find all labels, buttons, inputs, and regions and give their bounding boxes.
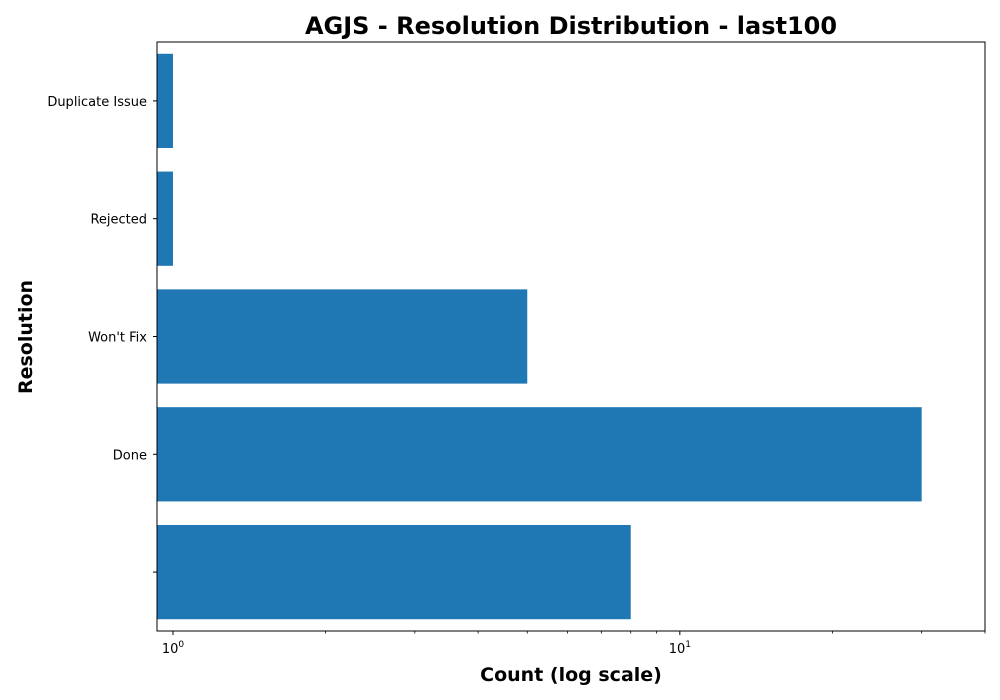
y-tick-label-4: Duplicate Issue	[47, 95, 147, 110]
bar-2	[157, 289, 528, 384]
bar-1	[157, 407, 922, 502]
y-tick-label-1: Done	[113, 448, 147, 463]
bar-0	[157, 524, 631, 620]
bar-4	[157, 53, 173, 149]
chart-title: AGJS - Resolution Distribution - last100	[305, 12, 837, 40]
x-axis-label: Count (log scale)	[480, 664, 662, 686]
plot-frame	[156, 41, 986, 632]
y-tick-label-3: Rejected	[90, 213, 147, 228]
x-tick-label-0: 100	[162, 640, 185, 657]
x-tick-label-1: 101	[669, 640, 691, 657]
y-axis-label: Resolution	[15, 280, 37, 394]
bars-layer	[157, 53, 922, 620]
y-tick-label-2: Won't Fix	[88, 331, 147, 346]
bar-3	[157, 171, 173, 266]
ticks-layer: Done Won't Fix Rejected Duplicate Issue 100 1…	[47, 95, 986, 657]
